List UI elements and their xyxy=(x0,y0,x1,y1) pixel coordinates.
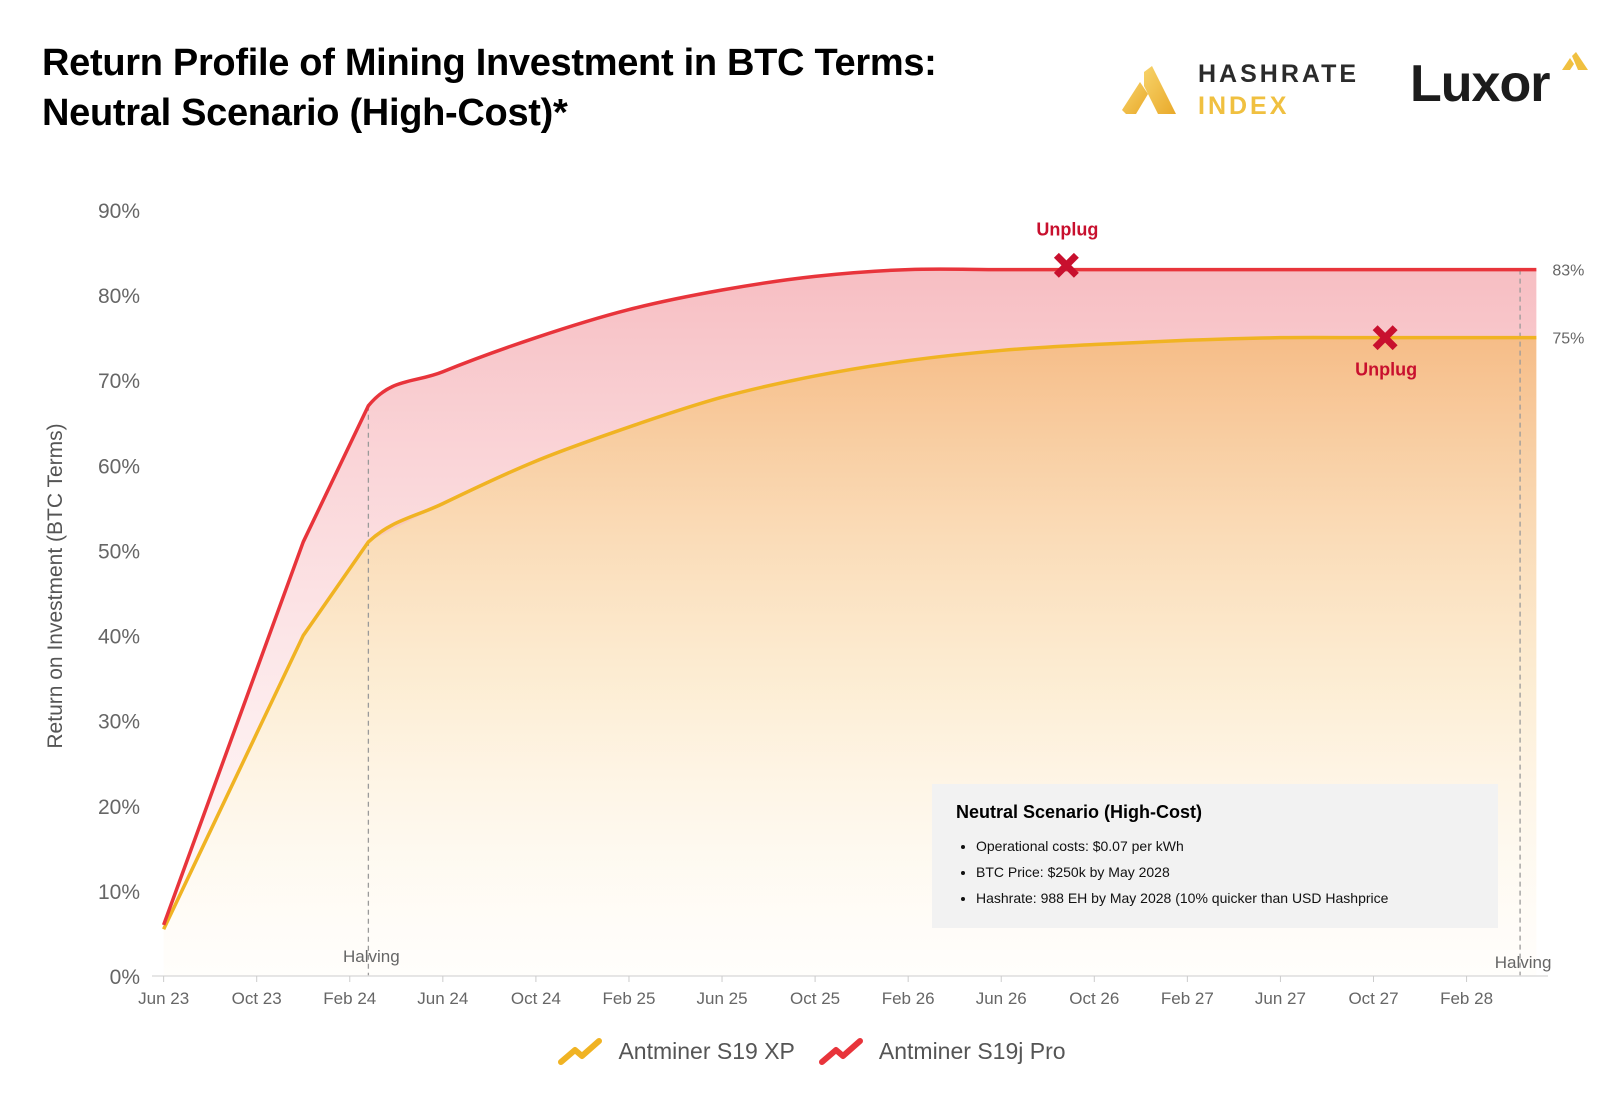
end-label-s19xp: 75% xyxy=(1552,331,1584,348)
luxor-mark-icon xyxy=(1562,52,1588,70)
x-tick-label: Oct 27 xyxy=(1348,989,1398,1008)
luxor-logo: Luxor xyxy=(1410,50,1590,120)
x-tick-label: Jun 23 xyxy=(138,989,189,1008)
y-tick-label: 10% xyxy=(98,881,140,904)
y-tick-label: 90% xyxy=(98,200,140,223)
x-tick-label: Oct 24 xyxy=(511,989,561,1008)
halving-label: Halving xyxy=(343,947,400,966)
title-line-1: Return Profile of Mining Investment in B… xyxy=(42,42,937,84)
scenario-note-box: Neutral Scenario (High-Cost) Operational… xyxy=(932,784,1498,928)
y-tick-label: 20% xyxy=(98,796,140,819)
y-tick-label: 0% xyxy=(110,966,140,989)
end-label-s19j-pro: 83% xyxy=(1552,263,1584,280)
unplug-cross-stroke xyxy=(1053,252,1079,278)
title-line-2: Neutral Scenario (High-Cost)* xyxy=(42,92,568,134)
unplug-marker-s19xp-icon xyxy=(1372,325,1398,351)
y-tick-label: 70% xyxy=(98,370,140,393)
y-tick-label: 50% xyxy=(98,540,140,563)
y-tick-label: 60% xyxy=(98,455,140,478)
chart-title: Return Profile of Mining Investment in B… xyxy=(42,38,937,138)
line-s19xp xyxy=(162,335,1537,930)
note-list: Operational costs: $0.07 per kWh BTC Pri… xyxy=(956,833,1474,911)
note-bullet: Operational costs: $0.07 per kWh xyxy=(976,833,1474,859)
x-tick-label: Feb 26 xyxy=(882,989,935,1008)
x-tick-label: Jun 27 xyxy=(1255,989,1306,1008)
x-tick-label: Feb 25 xyxy=(602,989,655,1008)
hashrate-index-mark-icon xyxy=(1122,66,1176,114)
halving-label: Halving xyxy=(1495,953,1552,972)
x-tick-label: Oct 23 xyxy=(232,989,282,1008)
unplug-marker-s19j-pro-icon xyxy=(1053,252,1079,278)
legend-item-s19xp[interactable]: Antminer S19 XP xyxy=(558,1036,795,1066)
hashrate-logo-text-1: HASHRATE xyxy=(1198,60,1360,88)
y-tick-label: 40% xyxy=(98,626,140,649)
area-s19j-pro xyxy=(163,269,1537,930)
x-tick-label: Feb 28 xyxy=(1440,989,1493,1008)
x-tick-label: Feb 24 xyxy=(323,989,376,1008)
chart-legend: Antminer S19 XP Antminer S19j Pro xyxy=(0,1036,1624,1066)
hashrate-index-logo: HASHRATE INDEX xyxy=(1118,56,1368,126)
x-tick-label: Oct 25 xyxy=(790,989,840,1008)
legend-swatch-s19xp-icon xyxy=(558,1038,603,1065)
x-tick-label: Jun 26 xyxy=(976,989,1027,1008)
line-s19j-pro xyxy=(161,267,1537,926)
note-bullet: Hashrate: 988 EH by May 2028 (10% quicke… xyxy=(976,885,1474,911)
unplug-label-s19j-pro: Unplug xyxy=(1036,219,1098,239)
x-tick-label: Jun 25 xyxy=(697,989,748,1008)
note-title: Neutral Scenario (High-Cost) xyxy=(956,802,1203,822)
legend-item-s19j-pro[interactable]: Antminer S19j Pro xyxy=(818,1036,1066,1066)
hashrate-logo-text-2: INDEX xyxy=(1198,92,1290,120)
legend-label-s19j-pro: Antminer S19j Pro xyxy=(878,1037,1066,1064)
legend-label-s19xp: Antminer S19 XP xyxy=(618,1037,795,1064)
unplug-cross-stroke xyxy=(1372,325,1398,351)
note-bullet: BTC Price: $250k by May 2028 xyxy=(976,859,1474,885)
luxor-logo-text: Luxor xyxy=(1410,55,1550,113)
x-tick-label: Oct 26 xyxy=(1069,989,1119,1008)
legend-swatch-s19j-pro-icon xyxy=(818,1038,863,1065)
y-tick-label: 80% xyxy=(98,285,140,308)
y-axis-label: Return on Investment (BTC Terms) xyxy=(44,423,67,748)
y-tick-label: 30% xyxy=(98,711,140,734)
x-tick-label: Feb 27 xyxy=(1161,989,1214,1008)
x-tick-label: Jun 24 xyxy=(417,989,468,1008)
unplug-label-s19xp: Unplug xyxy=(1355,360,1417,380)
